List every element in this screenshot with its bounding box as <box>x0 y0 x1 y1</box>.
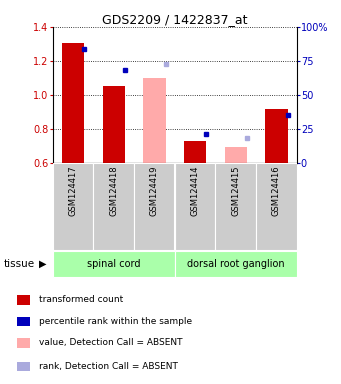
Text: ▶: ▶ <box>39 259 46 269</box>
Bar <box>103 86 125 163</box>
Text: tissue: tissue <box>3 259 34 269</box>
Bar <box>216 163 256 250</box>
Bar <box>184 141 206 163</box>
Text: GSM124418: GSM124418 <box>109 166 118 217</box>
Text: rank, Detection Call = ABSENT: rank, Detection Call = ABSENT <box>39 362 178 371</box>
Bar <box>256 163 297 250</box>
Bar <box>143 78 166 163</box>
Bar <box>265 109 287 163</box>
Text: percentile rank within the sample: percentile rank within the sample <box>39 317 192 326</box>
Text: GSM124414: GSM124414 <box>191 166 199 216</box>
Text: transformed count: transformed count <box>39 295 123 305</box>
Text: GSM124415: GSM124415 <box>231 166 240 216</box>
Text: GSM124419: GSM124419 <box>150 166 159 216</box>
Text: dorsal root ganglion: dorsal root ganglion <box>187 259 284 269</box>
Bar <box>17 338 30 348</box>
Title: GDS2209 / 1422837_at: GDS2209 / 1422837_at <box>102 13 248 26</box>
Bar <box>224 147 247 163</box>
Text: value, Detection Call = ABSENT: value, Detection Call = ABSENT <box>39 338 183 348</box>
Text: GSM124417: GSM124417 <box>69 166 78 217</box>
Bar <box>17 316 30 326</box>
Bar <box>17 295 30 305</box>
Bar <box>17 362 30 371</box>
Text: spinal cord: spinal cord <box>87 259 140 269</box>
Bar <box>53 251 175 277</box>
Text: GSM124416: GSM124416 <box>272 166 281 217</box>
Bar <box>175 251 297 277</box>
Bar <box>93 163 134 250</box>
Bar <box>53 163 93 250</box>
Bar <box>62 43 84 163</box>
Bar <box>175 163 216 250</box>
Bar <box>134 163 175 250</box>
